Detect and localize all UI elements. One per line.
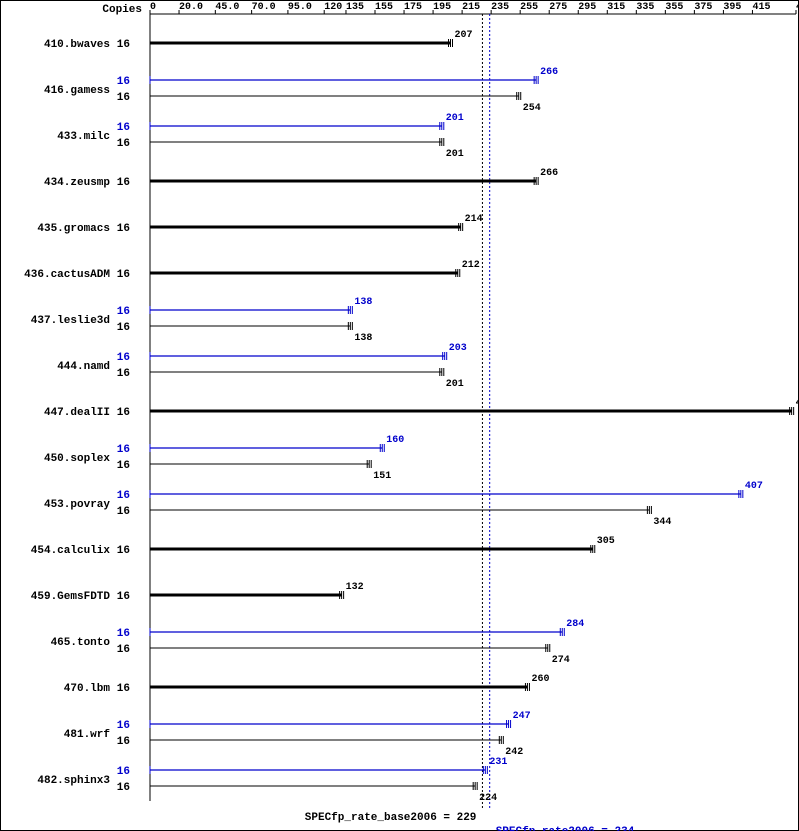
bar-value-label: 266 — [540, 168, 558, 179]
copies-value: 16 — [117, 720, 130, 732]
bar-value-label: 201 — [446, 113, 464, 124]
copies-value: 16 — [117, 628, 130, 640]
axis-tick-label: 45.0 — [215, 2, 239, 13]
bar-value-label: 138 — [354, 297, 372, 308]
bar-value-label: 284 — [566, 619, 584, 630]
benchmark-label: 459.GemsFDTD — [31, 591, 111, 603]
header-copies: Copies — [102, 4, 142, 16]
benchmark-label: 465.tonto — [51, 637, 111, 649]
bar-value-label: 201 — [446, 149, 464, 160]
bar-value-label: 254 — [523, 103, 541, 114]
axis-tick-label: 175 — [404, 2, 422, 13]
copies-value: 16 — [117, 306, 130, 318]
bar-value-label: 132 — [346, 582, 364, 593]
axis-tick-label: 415 — [752, 2, 770, 13]
axis-tick-label: 155 — [375, 2, 393, 13]
axis-tick-label: 295 — [578, 2, 596, 13]
axis-tick-label: 95.0 — [288, 2, 312, 13]
copies-value: 16 — [117, 766, 130, 778]
reference-label: SPECfp_rate_base2006 = 229 — [305, 812, 477, 824]
bar-value-label: 224 — [479, 793, 497, 804]
copies-value: 16 — [117, 92, 130, 104]
axis-tick-label: 135 — [346, 2, 364, 13]
copies-value: 16 — [117, 407, 130, 419]
bar-value-label: 212 — [462, 260, 480, 271]
axis-tick-label: 195 — [433, 2, 451, 13]
copies-value: 16 — [117, 322, 130, 334]
axis-tick-label: 335 — [636, 2, 654, 13]
chart-svg: Copies 0 20.0 45.0 70.0 95.0 120 135 155 175 195 21… — [0, 0, 799, 831]
copies-value: 16 — [117, 683, 130, 695]
copies-value: 16 — [117, 352, 130, 364]
axis-tick-label: 375 — [694, 2, 712, 13]
copies-value: 16 — [117, 223, 130, 235]
bar-value-label: 344 — [653, 517, 671, 528]
axis-tick-label: 355 — [665, 2, 683, 13]
bar-value-label: 407 — [745, 481, 763, 492]
copies-value: 16 — [117, 122, 130, 134]
benchmark-label: 470.lbm — [64, 683, 111, 695]
axis-tick-label: 395 — [723, 2, 741, 13]
copies-value: 16 — [117, 506, 130, 518]
bar-value-label: 242 — [505, 747, 523, 758]
copies-value: 16 — [117, 177, 130, 189]
axis-tick-label: 70.0 — [252, 2, 276, 13]
bar-value-label: 305 — [597, 536, 615, 547]
copies-value: 16 — [117, 39, 130, 51]
bar-value-label: 203 — [449, 343, 467, 354]
bar-value-label: 160 — [386, 435, 404, 446]
axis-tick-label: 235 — [491, 2, 509, 13]
copies-value: 16 — [117, 269, 130, 281]
benchmark-label: 454.calculix — [31, 545, 111, 557]
axis-tick-label: 315 — [607, 2, 625, 13]
benchmark-label: 481.wrf — [64, 729, 111, 741]
spec-chart: Copies 0 20.0 45.0 70.0 95.0 120 135 155 175 195 21… — [0, 0, 799, 831]
benchmark-label: 437.leslie3d — [31, 315, 110, 327]
benchmark-label: 482.sphinx3 — [37, 775, 110, 787]
copies-value: 16 — [117, 138, 130, 150]
axis-tick-label: 20.0 — [179, 2, 203, 13]
axis-tick-label: 215 — [462, 2, 480, 13]
bar-value-label: 274 — [552, 655, 570, 666]
copies-value: 16 — [117, 368, 130, 380]
reference-label: SPECfp_rate2006 = 234 — [496, 826, 635, 831]
copies-value: 16 — [117, 444, 130, 456]
bar-value-label: 201 — [446, 379, 464, 390]
benchmark-label: 410.bwaves — [44, 39, 110, 51]
copies-value: 16 — [117, 591, 130, 603]
copies-value: 16 — [117, 736, 130, 748]
copies-value: 16 — [117, 644, 130, 656]
benchmark-label: 447.dealII — [44, 407, 110, 419]
axis-tick-label: 275 — [549, 2, 567, 13]
axis-tick-label: 120 — [324, 2, 342, 13]
copies-value: 16 — [117, 460, 130, 472]
benchmark-label: 444.namd — [57, 361, 110, 373]
benchmark-label: 435.gromacs — [37, 223, 110, 235]
bar-value-label: 151 — [373, 471, 391, 482]
bar-value-label: 207 — [454, 30, 472, 41]
bar-value-label: 442 — [796, 398, 799, 409]
bar-value-label: 247 — [513, 711, 531, 722]
copies-value: 16 — [117, 782, 130, 794]
benchmark-label: 450.soplex — [44, 453, 110, 465]
benchmark-label: 453.povray — [44, 499, 110, 511]
bar-value-label: 138 — [354, 333, 372, 344]
copies-value: 16 — [117, 545, 130, 557]
axis-tick-label: 255 — [520, 2, 538, 13]
copies-value: 16 — [117, 490, 130, 502]
axis-tick-label: 0 — [150, 2, 156, 13]
bar-value-label: 266 — [540, 67, 558, 78]
benchmark-label: 416.gamess — [44, 85, 110, 97]
bar-value-label: 260 — [531, 674, 549, 685]
bar-value-label: 231 — [489, 757, 507, 768]
benchmark-label: 434.zeusmp — [44, 177, 110, 189]
copies-value: 16 — [117, 76, 130, 88]
benchmark-label: 436.cactusADM — [24, 269, 110, 281]
benchmark-label: 433.milc — [57, 131, 110, 143]
bar-value-label: 214 — [465, 214, 483, 225]
